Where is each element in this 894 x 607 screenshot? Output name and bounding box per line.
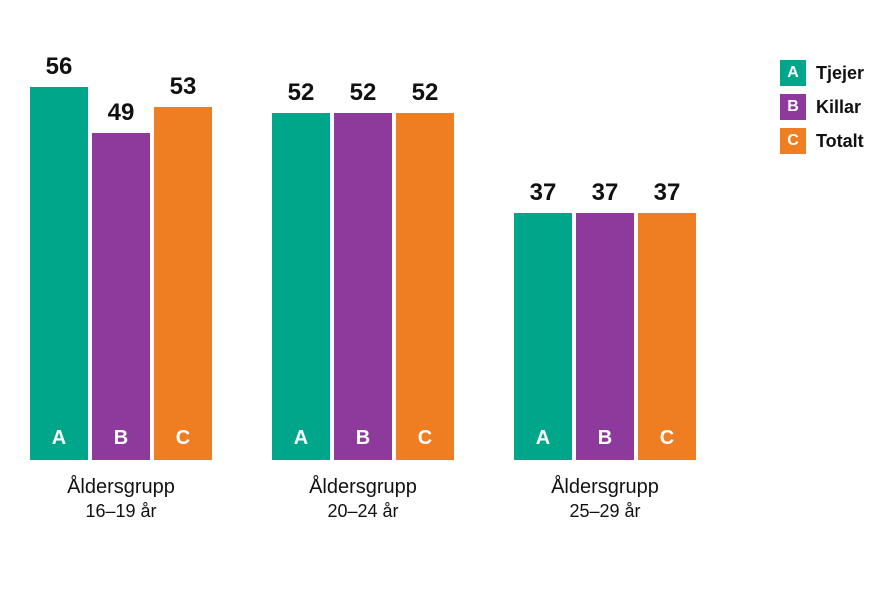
legend-label-A: Tjejer — [816, 63, 864, 84]
group-label-line1: Åldersgrupp — [551, 474, 659, 500]
legend-item-B: B Killar — [780, 94, 864, 120]
group-label: Åldersgrupp 20–24 år — [309, 474, 417, 523]
legend-swatch-B: B — [780, 94, 806, 120]
bar-value: 52 — [350, 79, 377, 107]
bar-letter: B — [598, 427, 612, 460]
bar-letter: A — [52, 427, 66, 460]
bar-col-C: 53 C — [154, 73, 212, 460]
legend-item-C: C Totalt — [780, 128, 864, 154]
group-label-line1: Åldersgrupp — [309, 474, 417, 500]
bar-B: B — [334, 113, 392, 460]
age-group-20-24: 52 A 52 B 52 C — [272, 60, 454, 523]
bar-letter: A — [294, 427, 308, 460]
group-label: Åldersgrupp 25–29 år — [551, 474, 659, 523]
bar-A: A — [30, 87, 88, 460]
bar-C: C — [396, 113, 454, 460]
group-label-line2: 16–19 år — [67, 500, 175, 523]
bar-letter: A — [536, 427, 550, 460]
bar-B: B — [92, 133, 150, 460]
bar-letter: C — [660, 427, 674, 460]
legend-swatch-A: A — [780, 60, 806, 86]
bar-C: C — [638, 213, 696, 460]
legend-label-C: Totalt — [816, 131, 864, 152]
legend-item-A: A Tjejer — [780, 60, 864, 86]
bar-value: 37 — [530, 179, 557, 207]
bar-col-B: 49 B — [92, 99, 150, 460]
bar-col-A: 37 A — [514, 179, 572, 460]
group-label-line1: Åldersgrupp — [67, 474, 175, 500]
bar-col-C: 52 C — [396, 79, 454, 460]
chart-legend: A Tjejer B Killar C Totalt — [780, 60, 864, 154]
bar-letter: B — [356, 427, 370, 460]
bars-row: 37 A 37 B 37 C — [514, 60, 696, 460]
bars-row: 56 A 49 B 53 C — [30, 60, 212, 460]
bar-value: 52 — [412, 79, 439, 107]
bar-A: A — [272, 113, 330, 460]
bar-col-A: 56 A — [30, 53, 88, 460]
legend-swatch-letter: C — [787, 132, 799, 150]
group-label-line2: 20–24 år — [309, 500, 417, 523]
bar-A: A — [514, 213, 572, 460]
group-label-line2: 25–29 år — [551, 500, 659, 523]
bar-value: 37 — [654, 179, 681, 207]
chart-groups: 56 A 49 B 53 C — [30, 60, 696, 523]
age-group-25-29: 37 A 37 B 37 C — [514, 60, 696, 523]
legend-swatch-C: C — [780, 128, 806, 154]
bar-C: C — [154, 107, 212, 460]
bar-letter: C — [418, 427, 432, 460]
bar-value: 52 — [288, 79, 315, 107]
bar-value: 53 — [170, 73, 197, 101]
legend-label-B: Killar — [816, 97, 861, 118]
bar-col-A: 52 A — [272, 79, 330, 460]
group-label: Åldersgrupp 16–19 år — [67, 474, 175, 523]
bar-letter: B — [114, 427, 128, 460]
bar-col-B: 52 B — [334, 79, 392, 460]
bars-row: 52 A 52 B 52 C — [272, 60, 454, 460]
legend-swatch-letter: B — [787, 98, 799, 116]
bar-value: 49 — [108, 99, 135, 127]
legend-swatch-letter: A — [787, 64, 799, 82]
bar-letter: C — [176, 427, 190, 460]
bar-value: 56 — [46, 53, 73, 81]
grouped-bar-chart: 56 A 49 B 53 C — [30, 60, 696, 523]
bar-B: B — [576, 213, 634, 460]
bar-value: 37 — [592, 179, 619, 207]
age-group-16-19: 56 A 49 B 53 C — [30, 60, 212, 523]
bar-col-C: 37 C — [638, 179, 696, 460]
bar-col-B: 37 B — [576, 179, 634, 460]
